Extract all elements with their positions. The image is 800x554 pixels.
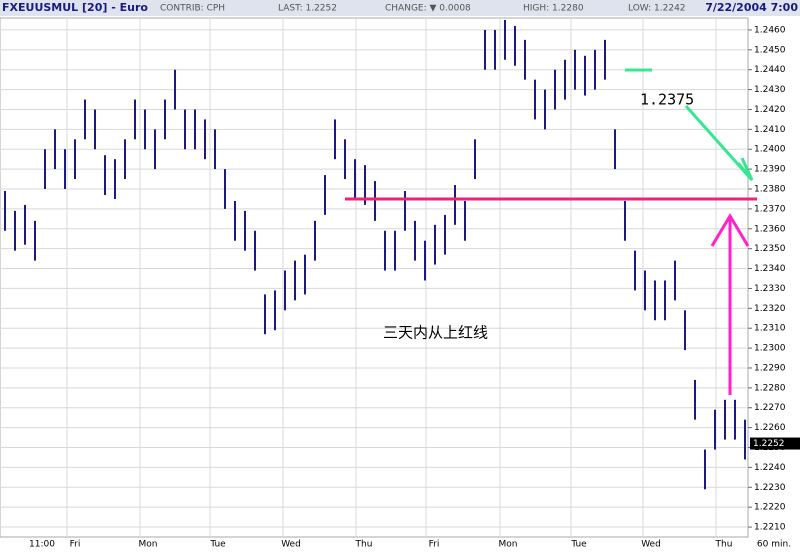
contrib: CONTRIB: CPH — [160, 4, 225, 14]
y-tick-label: 1.2450 — [754, 45, 786, 55]
y-tick-label: 1.2230 — [754, 483, 786, 493]
annotation-label: 1.2375 — [640, 91, 694, 109]
x-tick-label: Fri — [70, 540, 81, 550]
x-tick-label: Wed — [641, 540, 661, 550]
price-tag: 1.2252 — [753, 439, 785, 449]
date: 7/22/2004 7:00 — [705, 1, 798, 14]
y-tick-label: 1.2310 — [754, 324, 786, 334]
x-tick-label: Tue — [209, 540, 226, 550]
y-tick-label: 1.2260 — [754, 423, 786, 433]
x-tick-label: Mon — [499, 540, 518, 550]
y-tick-label: 1.2340 — [754, 264, 786, 274]
x-tick-label: 11:00 — [29, 540, 55, 550]
annotation-arrowhead — [736, 157, 754, 181]
change: CHANGE: ▼ 0.0008 — [385, 4, 471, 14]
y-tick-label: 1.2390 — [754, 165, 786, 175]
y-tick-label: 1.2330 — [754, 284, 786, 294]
y-tick-label: 1.2240 — [754, 463, 786, 473]
y-tick-label: 1.2280 — [754, 383, 786, 393]
x-tick-label: Thu — [715, 540, 733, 550]
x-tick-label: 60 min. — [757, 540, 791, 550]
y-tick-label: 1.2370 — [754, 204, 786, 214]
y-tick-label: 1.2360 — [754, 224, 786, 234]
y-tick-label: 1.2300 — [754, 344, 786, 354]
y-tick-label: 1.2380 — [754, 185, 786, 195]
y-tick-label: 1.2350 — [754, 244, 786, 254]
annotation-arrowhead — [710, 213, 750, 247]
low: LOW: 1.2242 — [628, 4, 686, 14]
x-tick-label: Wed — [281, 540, 301, 550]
price-tag-box — [750, 437, 800, 450]
annotation-note: 三天内从上红线 — [383, 324, 488, 342]
y-tick-label: 1.2290 — [754, 363, 786, 373]
x-tick-label: Fri — [429, 540, 440, 550]
y-tick-label: 1.2270 — [754, 403, 786, 413]
x-tick-label: Thu — [355, 540, 373, 550]
y-tick-label: 1.2220 — [754, 503, 786, 513]
x-tick-label: Mon — [139, 540, 158, 550]
y-tick-label: 1.2430 — [754, 85, 786, 95]
grid — [0, 18, 748, 537]
plot-area — [0, 17, 749, 538]
last: LAST: 1.2252 — [278, 4, 337, 14]
y-tick-label: 1.2320 — [754, 304, 786, 314]
bars — [4, 19, 746, 490]
y-tick-label: 1.2400 — [754, 145, 786, 155]
y-tick-label: 1.2410 — [754, 125, 786, 135]
y-tick-label: 1.2210 — [754, 523, 786, 533]
symbol: FXEUUSMUL [20] - Euro — [2, 1, 148, 14]
header-bar — [0, 0, 800, 16]
high: HIGH: 1.2280 — [523, 4, 584, 14]
x-tick-label: Tue — [570, 540, 587, 550]
y-tick-label: 1.2420 — [754, 105, 786, 115]
y-tick-label: 1.2440 — [754, 65, 786, 75]
y-tick-label: 1.2460 — [754, 25, 786, 35]
